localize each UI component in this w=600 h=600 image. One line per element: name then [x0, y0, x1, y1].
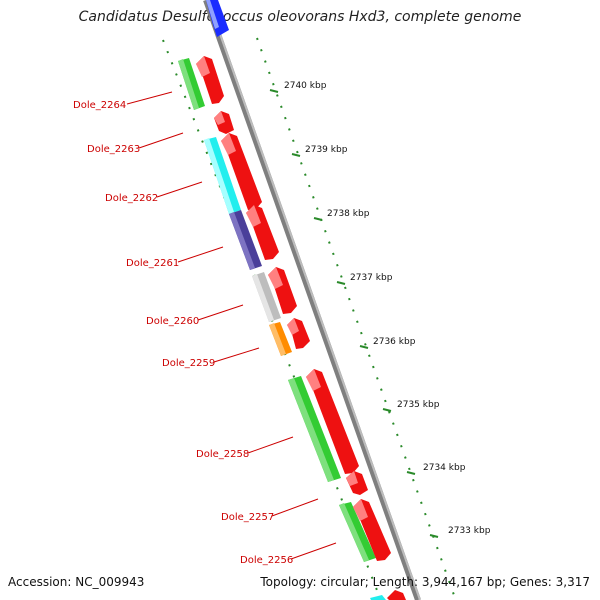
genome-backbone	[203, 0, 421, 600]
accession-text: Accession: NC_009943	[8, 575, 145, 589]
scale-label: 2739 kbp	[305, 145, 348, 155]
cds-arrow-2257[interactable]	[346, 471, 368, 495]
cds-arrow-2263[interactable]	[214, 111, 234, 134]
gene-label-dole-2256[interactable]: Dole_2256	[240, 555, 293, 566]
scale-label: 2737 kbp	[350, 273, 393, 283]
cds-orange-2259[interactable]	[269, 322, 292, 356]
gene-label-dole-2260[interactable]: Dole_2260	[146, 316, 199, 327]
cds-arrow-2264[interactable]	[196, 56, 224, 104]
scale-label: 2738 kbp	[327, 209, 370, 219]
genome-title: Candidatus Desulfococcus oleovorans Hxd3…	[78, 9, 522, 25]
cds-gray-2260[interactable]	[252, 272, 281, 322]
genome-info-text: Topology: circular; Length: 3,944,167 bp…	[260, 575, 590, 589]
scale-label: 2740 kbp	[284, 81, 327, 91]
gene-label-dole-2259[interactable]: Dole_2259	[162, 358, 215, 369]
label-leader-lines	[126, 91, 337, 560]
cds-blue-partial[interactable]	[206, 0, 229, 37]
scale-label: 2735 kbp	[397, 400, 440, 410]
gene-label-dole-2258[interactable]: Dole_2258	[196, 449, 249, 460]
gene-label-dole-2262[interactable]: Dole_2262	[105, 193, 158, 204]
cds-cyan-partial-bottom[interactable]	[370, 595, 386, 600]
cds-arrow-2256[interactable]	[353, 499, 391, 561]
gene-label-dole-2257[interactable]: Dole_2257	[221, 512, 274, 523]
cds-arrow-2260[interactable]	[268, 267, 297, 314]
scale-label: 2733 kbp	[448, 526, 491, 536]
cds-arrow-2262[interactable]	[221, 133, 262, 210]
major-kbp-ticks	[269, 89, 439, 538]
scale-label: 2734 kbp	[423, 463, 466, 473]
gene-label-dole-2263[interactable]: Dole_2263	[87, 144, 140, 155]
scale-label: 2736 kbp	[373, 337, 416, 347]
cds-green-2264[interactable]	[178, 58, 205, 110]
gene-label-dole-2261[interactable]: Dole_2261	[126, 258, 179, 269]
gene-label-dole-2264[interactable]: Dole_2264	[73, 100, 126, 111]
cds-arrow-2258[interactable]	[306, 369, 359, 474]
cds-cyan-2262[interactable]	[204, 137, 241, 214]
cds-navy-2261[interactable]	[229, 210, 262, 270]
cds-arrow-2261[interactable]	[246, 205, 279, 260]
cds-green-2256[interactable]	[339, 502, 376, 562]
cds-arrow-2259[interactable]	[287, 318, 310, 349]
cds-arrow-partial-bottom[interactable]	[387, 590, 406, 600]
cds-green-2258[interactable]	[288, 376, 341, 482]
